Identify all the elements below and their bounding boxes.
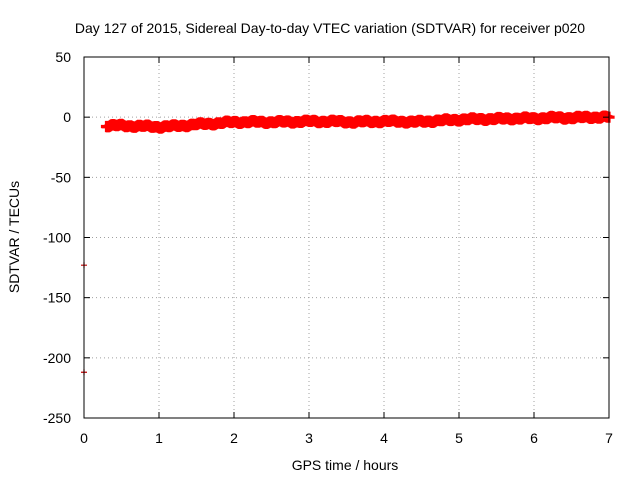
x-tick-label: 5: [455, 430, 463, 446]
y-tick-label: -100: [43, 230, 71, 246]
y-tick-label: -50: [51, 169, 71, 185]
x-tick-label: 7: [605, 430, 613, 446]
x-tick-label: 0: [80, 430, 88, 446]
x-tick-label: 2: [230, 430, 238, 446]
y-tick-label: 0: [63, 109, 71, 125]
series-points: [100, 110, 615, 134]
y-axis-label: SDTVAR / TECUs: [6, 181, 22, 293]
x-tick-label: 3: [305, 430, 313, 446]
y-tick-label: -150: [43, 290, 71, 306]
chart-title: Day 127 of 2015, Sidereal Day-to-day VTE…: [75, 20, 585, 36]
tick-layer: 0 1 2 3 4 5 6 7 50 0 -50 -100 -150 -200 -250: [43, 49, 613, 446]
x-tick-label: 6: [530, 430, 538, 446]
x-tick-label: 4: [380, 430, 388, 446]
x-axis-label: GPS time / hours: [292, 457, 399, 473]
y-tick-label: 50: [55, 49, 71, 65]
y-tick-label: -200: [43, 350, 71, 366]
y-tick-label: -250: [43, 410, 71, 426]
x-tick-label: 1: [155, 430, 163, 446]
